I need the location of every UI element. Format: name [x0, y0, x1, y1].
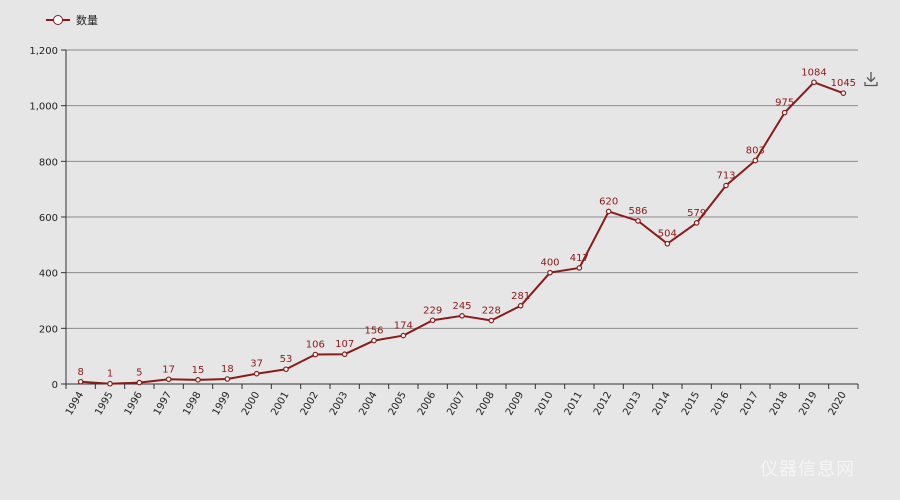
x-tick-label: 2015	[680, 390, 702, 418]
data-point	[165, 376, 172, 383]
data-point	[811, 79, 817, 86]
x-tick-label: 2010	[533, 390, 555, 418]
x-tick-label: 2018	[768, 390, 790, 418]
y-tick-label: 1,200	[29, 46, 58, 57]
data-label: 586	[628, 206, 647, 217]
data-point	[253, 370, 260, 377]
x-tick-label: 2019	[797, 390, 819, 418]
data-point	[459, 313, 465, 319]
data-point	[371, 337, 377, 344]
data-label: 228	[482, 306, 501, 317]
data-label: 174	[394, 321, 413, 332]
x-tick-label: 2009	[504, 390, 526, 418]
series-line	[80, 81, 844, 385]
x-tick-label: 1997	[152, 390, 174, 418]
watermark: 仪器信息网	[760, 459, 855, 480]
data-label: 579	[687, 208, 706, 219]
x-tick-label: 2006	[416, 390, 438, 418]
data-point	[224, 376, 231, 382]
data-point	[605, 208, 612, 215]
data-label: 975	[775, 98, 794, 109]
data-label: 18	[221, 364, 234, 375]
legend[interactable]: 数量	[46, 12, 98, 28]
data-label: 37	[250, 359, 263, 370]
y-tick-label: 800	[39, 157, 58, 168]
data-label: 417	[570, 253, 589, 264]
data-point	[840, 90, 847, 96]
x-tick-label: 2014	[651, 390, 673, 418]
data-point	[429, 317, 436, 324]
data-point	[781, 109, 788, 116]
data-label: 53	[280, 354, 293, 365]
x-tick-label: 1999	[211, 390, 233, 418]
x-tick-label: 2008	[475, 390, 497, 418]
data-label: 8	[77, 367, 83, 378]
data-label: 803	[746, 145, 765, 156]
data-label: 713	[716, 171, 735, 182]
x-tick-label: 2005	[387, 390, 409, 418]
x-tick-label: 2004	[357, 390, 379, 418]
data-point	[136, 379, 143, 386]
data-point	[107, 380, 113, 387]
data-label: 1045	[831, 78, 856, 89]
data-label: 229	[423, 305, 442, 316]
data-label: 17	[162, 364, 175, 375]
data-label: 245	[452, 301, 471, 312]
data-point	[723, 182, 729, 189]
data-point	[488, 317, 495, 324]
data-label: 400	[540, 258, 559, 269]
data-point	[341, 351, 348, 358]
data-label: 1	[107, 369, 113, 380]
data-point	[195, 377, 201, 383]
data-point	[752, 157, 759, 164]
x-tick-label: 1995	[93, 390, 115, 418]
x-tick-label: 1994	[64, 390, 86, 418]
x-tick-label: 2000	[240, 390, 262, 418]
x-tick-label: 2012	[592, 390, 614, 418]
x-tick-label: 2001	[269, 390, 291, 418]
data-label: 281	[511, 291, 530, 302]
data-label: 1084	[801, 67, 826, 78]
x-tick-label: 1996	[123, 390, 145, 418]
data-point	[664, 240, 671, 247]
y-tick-label: 1,000	[29, 102, 58, 113]
x-tick-label: 2003	[328, 390, 350, 418]
download-icon[interactable]	[863, 71, 879, 87]
y-tick-label: 600	[39, 213, 58, 224]
legend-marker	[46, 12, 70, 28]
data-point	[576, 265, 583, 271]
data-label: 156	[364, 326, 383, 337]
data-point	[547, 269, 553, 276]
data-point	[635, 218, 641, 224]
data-label: 15	[192, 365, 205, 376]
data-point	[693, 220, 700, 226]
data-point	[312, 351, 319, 358]
x-tick-label: 2013	[621, 390, 643, 418]
data-label: 620	[599, 196, 618, 207]
x-tick-label: 2007	[445, 390, 467, 418]
data-label: 107	[335, 339, 354, 350]
x-tick-label: 2002	[299, 390, 321, 418]
data-label: 504	[658, 229, 677, 240]
data-label: 106	[306, 339, 325, 350]
x-tick-label: 2011	[563, 390, 585, 418]
data-point	[517, 302, 524, 309]
x-tick-label: 2020	[827, 390, 849, 418]
y-tick-label: 0	[52, 380, 58, 391]
data-point	[400, 332, 407, 339]
x-tick-label: 1998	[181, 390, 203, 418]
y-tick-label: 400	[39, 269, 58, 280]
legend-label: 数量	[76, 14, 98, 27]
data-point	[283, 366, 289, 373]
x-tick-label: 2016	[709, 390, 731, 418]
data-point	[77, 378, 84, 385]
data-label: 5	[136, 368, 142, 379]
y-tick-label: 200	[39, 324, 58, 335]
x-tick-label: 2017	[739, 390, 761, 418]
